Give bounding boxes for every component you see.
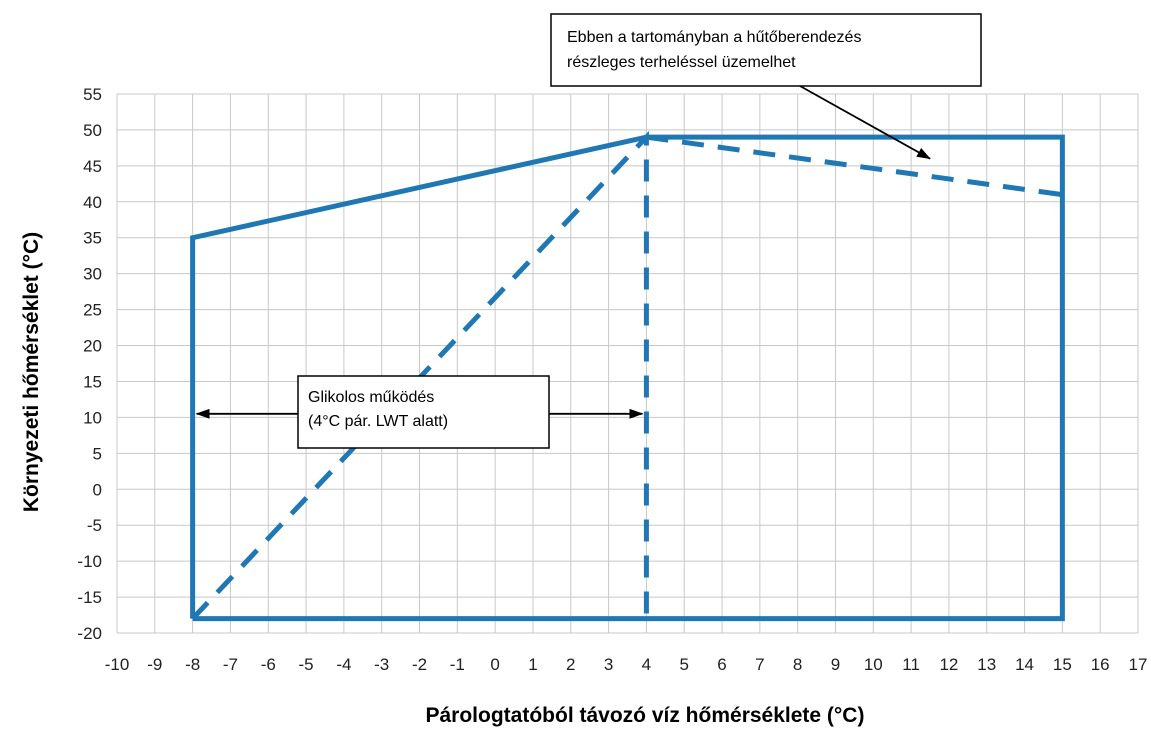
x-tick-label: 14 (1015, 655, 1034, 674)
x-tick-label: 10 (864, 655, 883, 674)
x-tick-labels: -10 -9 -8 -7 -6 -5 -4 -3 -2 -1 0 1 2 3 4 5 6 7 8 9 10 11 12 13 1… (105, 655, 1148, 674)
y-tick-label: 55 (83, 85, 102, 104)
annotations: Ebben a tartományban a hűtőberendezés rés… (195, 13, 982, 449)
series (190, 130, 1065, 622)
partial-load-note-box (550, 13, 982, 87)
x-tick-label: 16 (1091, 655, 1110, 674)
partial-load-note-text: részleges terheléssel üzemelhet (567, 54, 796, 71)
x-tick-label: -10 (105, 655, 130, 674)
x-tick-label: 0 (490, 655, 499, 674)
x-tick-label: 15 (1053, 655, 1072, 674)
y-tick-label: -15 (77, 588, 102, 607)
x-tick-label: 3 (604, 655, 613, 674)
y-tick-label: 35 (83, 229, 102, 248)
y-tick-label: 45 (83, 157, 102, 176)
x-tick-label: 7 (755, 655, 764, 674)
x-tick-label: -9 (147, 655, 162, 674)
glycol-note-text: (4°C pár. LWT alatt) (308, 413, 448, 430)
x-tick-label: 5 (679, 655, 688, 674)
y-tick-label: 5 (93, 444, 102, 463)
x-tick-label: 8 (793, 655, 802, 674)
x-tick-label: -4 (336, 655, 351, 674)
y-tick-label: 10 (83, 408, 102, 427)
x-tick-label: 17 (1129, 655, 1148, 674)
x-tick-label: 2 (566, 655, 575, 674)
y-tick-label: -20 (77, 624, 102, 643)
x-tick-label: 9 (831, 655, 840, 674)
x-tick-label: -7 (223, 655, 238, 674)
y-tick-label: 20 (83, 337, 102, 356)
x-tick-label: -5 (299, 655, 314, 674)
y-tick-label: 30 (83, 265, 102, 284)
series-line-envelope (190, 134, 1065, 622)
x-tick-label: 13 (977, 655, 996, 674)
x-tick-label: 4 (642, 655, 651, 674)
y-tick-label: -5 (87, 516, 102, 535)
partial-load-note-text: Ebben a tartományban a hűtőberendezés (567, 29, 861, 46)
x-tick-label: -1 (450, 655, 465, 674)
glycol-note-box (297, 375, 550, 449)
y-tick-label: -10 (77, 552, 102, 571)
y-tick-label: 25 (83, 301, 102, 320)
x-tick-label: 6 (717, 655, 726, 674)
y-tick-label: 15 (83, 372, 102, 391)
glycol-note-text: Glikolos működés (308, 389, 434, 406)
x-tick-label: -8 (185, 655, 200, 674)
y-tick-label: 50 (83, 121, 102, 140)
x-tick-label: -3 (374, 655, 389, 674)
partial-load-arrow (799, 85, 931, 160)
grid (116, 93, 1139, 634)
x-tick-label: 11 (902, 655, 920, 674)
x-tick-label: 1 (528, 655, 537, 674)
x-tick-label: 12 (939, 655, 958, 674)
x-tick-label: -6 (261, 655, 276, 674)
y-tick-label: 40 (83, 193, 102, 212)
y-axis-title: Környezeti hőmérséklet (°C) (20, 232, 43, 512)
x-axis-title: Párologtatóból távozó víz hőmérséklete (… (426, 704, 865, 727)
x-tick-label: -2 (412, 655, 427, 674)
y-tick-label: 0 (93, 480, 102, 499)
